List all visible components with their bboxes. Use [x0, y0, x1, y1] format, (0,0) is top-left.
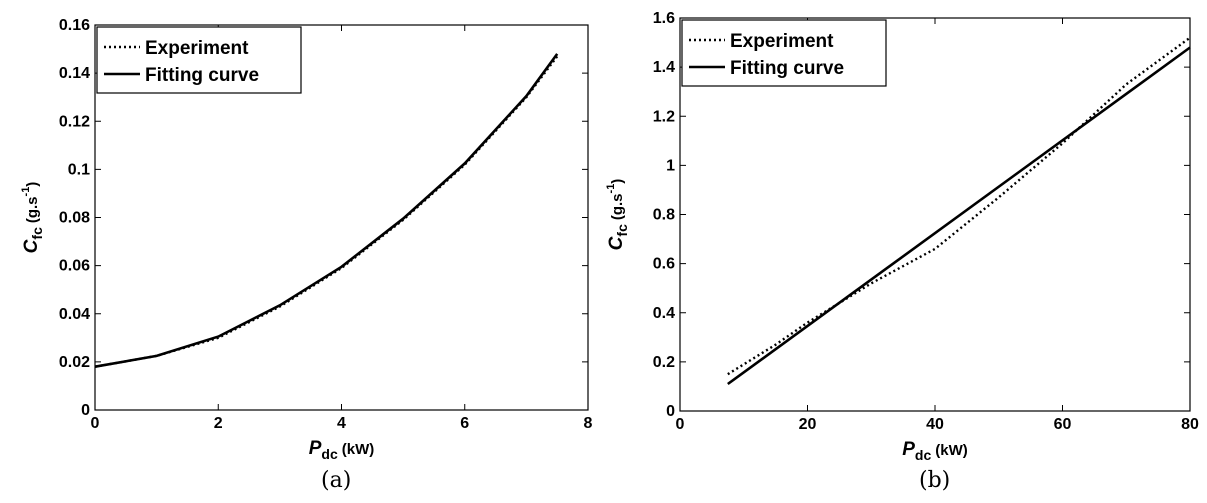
chart-b-ytick-label: 0.4	[653, 305, 675, 322]
chart-b-legend-label: Experiment	[730, 31, 834, 52]
chart-a-xtick-label: 0	[91, 415, 100, 432]
chart-a-ytick-label: 0	[81, 402, 90, 419]
chart-b-ytick-label: 1.6	[653, 10, 675, 27]
chart-b-svg: 0 20 40 60 80 0 0.2 0.4 0.6 0.8 1 1.2 1.4 1.6 Experime…	[605, 10, 1199, 463]
caption-a: (a)	[321, 468, 352, 493]
chart-a-legend-label: Fitting curve	[145, 65, 259, 86]
chart-a-ylabel: Cfc(g.s-1)	[20, 182, 45, 254]
chart-a-xtick-label: 4	[337, 415, 346, 432]
chart-a-ytick-label: 0.12	[59, 113, 90, 130]
chart-b-ytick-label: 1.4	[653, 59, 675, 76]
chart-a-xlabel: Pdc (kW)	[309, 438, 375, 462]
chart-b-ylabel: Cfc(g.s-1)	[605, 179, 630, 251]
caption-b: (b)	[919, 468, 951, 493]
chart-a-series-fitting-curve	[94, 53, 559, 368]
chart-b-ytick-label: 0	[666, 403, 675, 420]
chart-b-ytick-label: 0.8	[653, 207, 675, 224]
chart-b-legend	[681, 19, 887, 87]
chart-b-xlabel: Pdc (kW)	[902, 439, 968, 463]
chart-b-ytick-label: 1.2	[653, 108, 675, 125]
chart-a-ytick-label: 0.1	[68, 161, 90, 178]
chart-b-xtick-label: 80	[1181, 416, 1199, 433]
chart-b-xtick-label: 0	[676, 416, 685, 433]
chart-a-svg: 0 2 4 6 8 0 0.02 0.04 0.06 0.08 0.1 0.12 0.14 0.16 Exp…	[20, 17, 593, 462]
chart-panel-b: 0 20 40 60 80 0 0.2 0.4 0.6 0.8 1 1.2 1.4 1.6 Experime…	[603, 0, 1207, 503]
chart-a-legend	[96, 26, 302, 94]
chart-b-series-experiment	[727, 36, 1191, 376]
chart-a-ytick-label: 0.08	[59, 210, 90, 227]
chart-a-ytick-label: 0.16	[59, 17, 90, 34]
chart-b-ytick-label: 0.2	[653, 354, 675, 371]
chart-a-legend-label: Experiment	[145, 38, 249, 59]
chart-b-series-fitting-curve	[727, 46, 1191, 386]
chart-a-series-experiment	[94, 55, 559, 368]
chart-a-xtick-label: 6	[460, 415, 469, 432]
chart-b-ytick-label: 1	[666, 157, 675, 174]
chart-a-ytick-label: 0.04	[59, 306, 90, 323]
chart-a-ytick-label: 0.02	[59, 354, 90, 371]
chart-b-ytick-label: 0.6	[653, 256, 675, 273]
chart-b-xtick-label: 20	[799, 416, 817, 433]
chart-b-xtick-label: 60	[1054, 416, 1072, 433]
chart-panel-a: 0 2 4 6 8 0 0.02 0.04 0.06 0.08 0.1 0.12 0.14 0.16 Exp…	[0, 0, 603, 503]
chart-b-legend-label: Fitting curve	[730, 58, 844, 79]
chart-a-xtick-label: 2	[214, 415, 223, 432]
chart-a-xtick-label: 8	[584, 415, 593, 432]
chart-a-ytick-label: 0.14	[59, 65, 90, 82]
chart-b-xtick-label: 40	[926, 416, 944, 433]
chart-a-ytick-label: 0.06	[59, 258, 90, 275]
